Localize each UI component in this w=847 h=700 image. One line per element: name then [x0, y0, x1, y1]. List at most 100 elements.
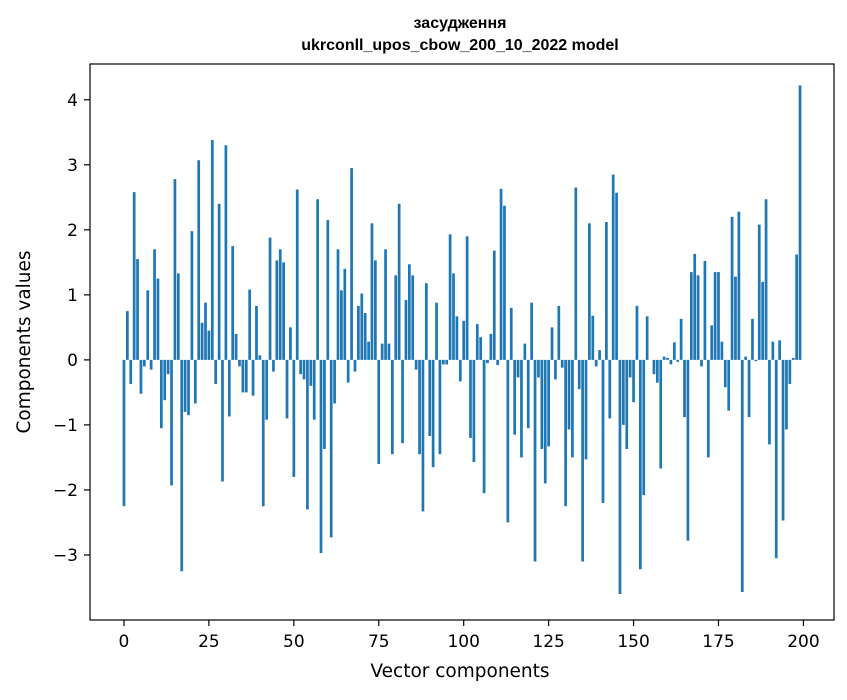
- x-tick-label: 175: [702, 632, 734, 652]
- bar: [320, 360, 323, 553]
- bar: [401, 360, 404, 443]
- bar: [795, 255, 798, 360]
- bar: [313, 360, 316, 420]
- bar: [721, 342, 724, 360]
- y-tick-label: 2: [67, 221, 78, 241]
- bar: [435, 303, 438, 360]
- bar: [496, 360, 499, 365]
- bar: [670, 360, 673, 365]
- x-tick-label: 125: [532, 632, 564, 652]
- bar: [479, 337, 482, 360]
- bar: [659, 360, 662, 469]
- bar: [445, 360, 448, 365]
- bar: [394, 275, 397, 360]
- bar: [591, 316, 594, 360]
- x-tick-label: 25: [198, 632, 220, 652]
- bar: [360, 294, 363, 360]
- bar: [140, 360, 143, 394]
- bar: [133, 192, 136, 360]
- bar: [530, 303, 533, 360]
- x-tick-label: 0: [119, 632, 130, 652]
- bar: [683, 360, 686, 417]
- bar: [666, 358, 669, 360]
- bar: [218, 204, 221, 360]
- y-axis-label: Components values: [14, 250, 35, 433]
- bar: [340, 290, 343, 360]
- bar: [707, 360, 710, 458]
- bar: [574, 188, 577, 360]
- bar: [561, 360, 564, 368]
- bar: [191, 231, 194, 360]
- bar: [337, 249, 340, 360]
- bar: [136, 259, 139, 360]
- bar: [459, 360, 462, 381]
- bar: [184, 360, 187, 412]
- bar: [622, 360, 625, 425]
- bar: [771, 342, 774, 360]
- bar: [625, 360, 628, 449]
- bar: [418, 360, 421, 454]
- bar: [755, 360, 758, 361]
- bar: [632, 360, 635, 402]
- bar: [761, 282, 764, 360]
- bar: [462, 321, 465, 360]
- bar: [690, 272, 693, 360]
- bar: [333, 360, 336, 404]
- bar: [741, 360, 744, 592]
- x-tick-label: 200: [787, 632, 819, 652]
- bar: [598, 350, 601, 360]
- bar: [303, 360, 306, 380]
- bar: [398, 204, 401, 360]
- x-tick-label: 150: [617, 632, 649, 652]
- bar: [493, 251, 496, 360]
- bar: [765, 199, 768, 360]
- bar: [187, 360, 190, 415]
- y-tick-label: −3: [53, 546, 78, 566]
- bar: [377, 360, 380, 464]
- bar: [350, 168, 353, 360]
- chart-title-line-1: засудження: [414, 15, 507, 32]
- bar: [680, 319, 683, 360]
- bar: [323, 360, 326, 449]
- bar: [748, 360, 751, 417]
- bar: [242, 360, 245, 393]
- bar: [588, 223, 591, 360]
- bar: [581, 360, 584, 562]
- bar: [571, 360, 574, 458]
- bar: [758, 225, 761, 360]
- bar: [578, 360, 581, 389]
- bar: [439, 360, 442, 454]
- bar: [738, 212, 741, 360]
- bar: [269, 238, 272, 360]
- bar: [714, 272, 717, 360]
- bar: [163, 360, 166, 400]
- bar: [503, 206, 506, 360]
- bar: [778, 340, 781, 360]
- bar: [292, 360, 295, 477]
- x-tick-label: 100: [447, 632, 479, 652]
- bar: [693, 254, 696, 360]
- bar: [724, 360, 727, 387]
- bar: [792, 358, 795, 360]
- bars-group: [123, 85, 802, 594]
- bar: [456, 316, 459, 360]
- bar: [405, 300, 408, 360]
- bar: [653, 360, 656, 374]
- y-tick-label: 0: [67, 351, 78, 371]
- bar: [544, 360, 547, 484]
- bar: [629, 360, 632, 378]
- bar: [520, 360, 523, 458]
- bar: [248, 290, 251, 360]
- y-tick-label: −1: [53, 416, 78, 436]
- bar: [636, 306, 639, 360]
- bar: [751, 319, 754, 360]
- y-tick-label: 1: [67, 286, 78, 306]
- bar: [282, 262, 285, 360]
- bar: [517, 360, 520, 378]
- bar: [605, 222, 608, 360]
- bar: [228, 360, 231, 417]
- bar: [299, 360, 302, 374]
- bar: [483, 360, 486, 493]
